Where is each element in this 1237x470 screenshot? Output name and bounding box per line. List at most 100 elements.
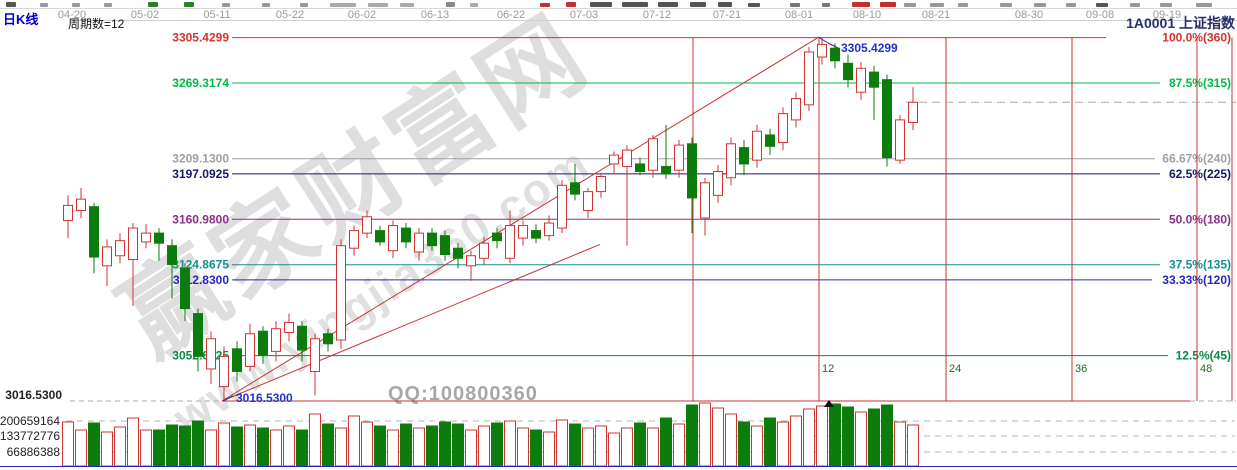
volume-scale-label: 66886388 bbox=[7, 445, 61, 459]
volume-bar bbox=[179, 425, 191, 467]
volume-bar bbox=[582, 427, 594, 467]
candle bbox=[180, 267, 190, 310]
candle bbox=[570, 182, 580, 195]
toolbar-icon-fragment[interactable] bbox=[930, 3, 944, 7]
date-axis: 04-20 05-02 05-11 05-22 06-02 06-13 06-22 07-03… bbox=[0, 8, 1237, 21]
toolbar-icon-fragment[interactable] bbox=[222, 3, 230, 7]
toolbar-icon-fragment[interactable] bbox=[446, 2, 455, 7]
candle bbox=[505, 225, 515, 259]
toolbar-icon-fragment[interactable] bbox=[658, 2, 678, 7]
toolbar-icon-fragment[interactable] bbox=[748, 3, 760, 7]
candle bbox=[206, 338, 216, 370]
volume-bar bbox=[660, 417, 672, 467]
toolbar-icon-fragment[interactable] bbox=[590, 2, 612, 7]
toolbar-icon-fragment[interactable] bbox=[852, 2, 870, 7]
candle bbox=[648, 138, 658, 171]
date-tick-label: 07-03 bbox=[569, 9, 599, 21]
candle bbox=[193, 313, 203, 357]
toolbar-icon-fragment[interactable] bbox=[1000, 3, 1012, 7]
volume-bar bbox=[608, 432, 620, 467]
toolbar-icon-fragment[interactable] bbox=[904, 3, 916, 7]
gann-count-label: 12 bbox=[822, 363, 834, 375]
volume-bar bbox=[426, 425, 438, 467]
volume-bar bbox=[764, 417, 776, 467]
toolbar-icon-fragment[interactable] bbox=[1130, 3, 1140, 7]
candle bbox=[518, 225, 528, 239]
toolbar-icon-fragment[interactable] bbox=[148, 2, 158, 7]
toolbar-icon-fragment[interactable] bbox=[104, 3, 112, 7]
candle bbox=[115, 240, 125, 257]
volume-bar bbox=[205, 429, 217, 467]
volume-bar bbox=[153, 429, 165, 467]
candle bbox=[635, 163, 645, 172]
candle bbox=[557, 184, 567, 229]
toolbar-icon-fragment[interactable] bbox=[690, 2, 706, 7]
volume-scale-label: 200659164 bbox=[0, 414, 60, 428]
volume-bar bbox=[517, 427, 529, 467]
symbol-name: 上证指数 bbox=[1179, 15, 1235, 31]
volume-bar bbox=[712, 407, 724, 467]
volume-bar bbox=[569, 423, 581, 467]
volume-bar bbox=[790, 415, 802, 467]
candle bbox=[765, 134, 775, 147]
volume-bar bbox=[868, 408, 880, 467]
fib-percent-label: 12.5%(45) bbox=[1176, 349, 1231, 363]
toolbar-icon-fragment[interactable] bbox=[1034, 3, 1046, 7]
toolbar-icon-fragment[interactable] bbox=[330, 3, 356, 7]
date-tick-label: 06-13 bbox=[420, 9, 450, 21]
toolbar-icon-fragment[interactable] bbox=[622, 2, 648, 7]
toolbar-icon-fragment[interactable] bbox=[262, 3, 270, 7]
volume-bar bbox=[907, 424, 919, 467]
toolbar-icon-fragment[interactable] bbox=[1096, 3, 1108, 7]
fib-price-label: 3160.9800 bbox=[172, 212, 229, 226]
toolbar-icon-fragment[interactable] bbox=[566, 2, 576, 7]
fib-percent-label: 87.5%(315) bbox=[1169, 76, 1231, 90]
candle bbox=[414, 232, 424, 253]
candle bbox=[89, 206, 99, 258]
toolbar-icon-fragment[interactable] bbox=[300, 3, 308, 7]
volume-bar bbox=[595, 425, 607, 467]
volume-bar bbox=[530, 429, 542, 467]
toolbar-icon-fragment[interactable] bbox=[72, 3, 80, 7]
toolbar-icon-fragment[interactable] bbox=[184, 2, 194, 7]
toolbar-icon-fragment[interactable] bbox=[822, 3, 830, 7]
toolbar-icon-fragment[interactable] bbox=[718, 2, 732, 7]
candle bbox=[453, 247, 463, 259]
toolbar-icon-fragment[interactable] bbox=[400, 3, 414, 7]
volume-bar bbox=[777, 421, 789, 467]
toolbar-icon-fragment[interactable] bbox=[880, 2, 896, 7]
fib-price-label: 3209.1300 bbox=[172, 152, 229, 166]
toolbar-icon-fragment[interactable] bbox=[368, 3, 388, 7]
toolbar-icon-fragment[interactable] bbox=[6, 2, 16, 7]
toolbar-icon-fragment[interactable] bbox=[1066, 3, 1076, 7]
toolbar-icon-fragment[interactable] bbox=[1196, 3, 1212, 7]
candle bbox=[674, 144, 684, 171]
volume-bar bbox=[725, 413, 737, 467]
candle bbox=[687, 143, 697, 199]
toolbar-strip[interactable] bbox=[0, 0, 1237, 9]
toolbar-icon-fragment[interactable] bbox=[790, 3, 800, 7]
volume-bar bbox=[348, 415, 360, 467]
toolbar-icon-fragment[interactable] bbox=[40, 3, 48, 7]
toolbar-icon-fragment[interactable] bbox=[540, 3, 550, 7]
date-tick-label: 05-22 bbox=[275, 9, 305, 21]
volume-bar bbox=[361, 421, 373, 467]
toolbar-icon-fragment[interactable] bbox=[470, 3, 478, 7]
volume-bar bbox=[699, 402, 711, 467]
toolbar-icon-fragment[interactable] bbox=[1160, 3, 1172, 7]
volume-bar bbox=[855, 411, 867, 467]
candle bbox=[128, 227, 138, 261]
fan-line bbox=[221, 243, 601, 402]
peak-annotation: 3305.4299 bbox=[841, 41, 898, 55]
date-tick-label: 05-11 bbox=[203, 9, 231, 21]
volume-bar bbox=[465, 429, 477, 467]
candle bbox=[531, 230, 541, 239]
volume-bar bbox=[413, 427, 425, 467]
candle bbox=[856, 67, 866, 93]
toolbar-icon-fragment[interactable] bbox=[958, 3, 968, 7]
candle bbox=[232, 348, 242, 372]
date-axis-divider bbox=[70, 20, 1237, 21]
candle bbox=[310, 338, 320, 372]
fib-percent-label: 50.0%(180) bbox=[1169, 212, 1231, 226]
